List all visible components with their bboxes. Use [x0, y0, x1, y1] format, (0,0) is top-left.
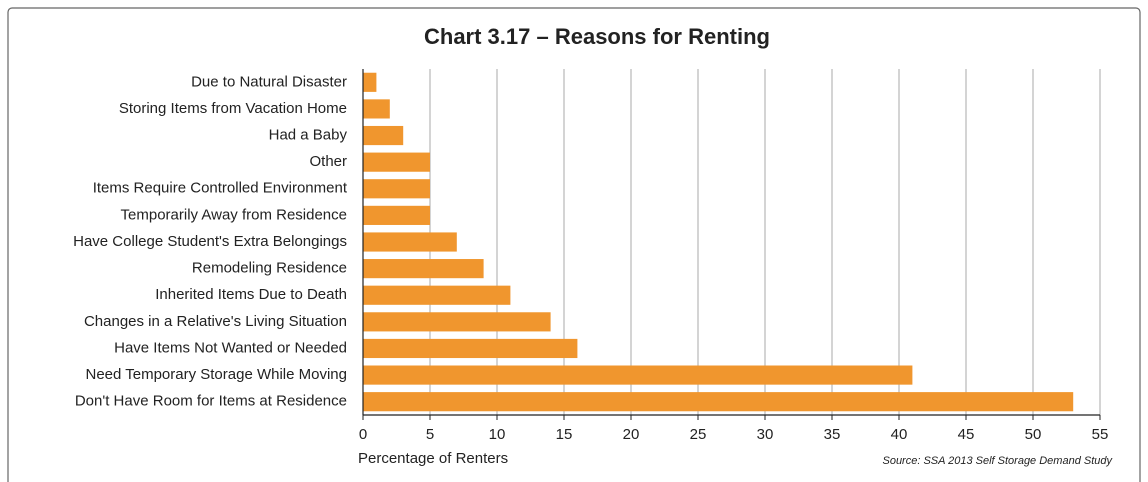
x-tick-label: 25 [690, 426, 707, 443]
y-tick-label: Don't Have Room for Items at Residence [75, 393, 347, 410]
bar [363, 179, 430, 199]
source-note: Source: SSA 2013 Self Storage Demand Stu… [882, 455, 1113, 467]
y-tick-label: Remodeling Residence [192, 260, 347, 277]
y-tick-label: Need Temporary Storage While Moving [85, 366, 347, 383]
y-tick-label: Inherited Items Due to Death [155, 286, 347, 303]
x-tick-label: 45 [958, 426, 975, 443]
chart-title: Chart 3.17 – Reasons for Renting [424, 24, 770, 49]
bar [363, 285, 511, 305]
frame [7, 7, 1141, 482]
bar [363, 312, 551, 332]
x-axis-label: Percentage of Renters [358, 450, 508, 467]
bar [363, 232, 457, 252]
x-tick-label: 20 [623, 426, 640, 443]
x-tick-label: 40 [891, 426, 908, 443]
bar [363, 392, 1074, 412]
bar [363, 259, 484, 279]
y-tick-label: Other [309, 153, 347, 170]
x-tick-label: 5 [426, 426, 434, 443]
x-tick-label: 0 [359, 426, 367, 443]
y-tick-label: Had a Baby [269, 127, 348, 144]
x-tick-label: 15 [556, 426, 573, 443]
y-tick-label: Temporarily Away from Residence [121, 206, 347, 223]
y-tick-label: Items Require Controlled Environment [93, 180, 348, 197]
bar [363, 365, 913, 385]
bar [363, 205, 430, 225]
y-tick-label: Due to Natural Disaster [191, 73, 347, 90]
bar [363, 125, 404, 146]
x-tick-label: 10 [489, 426, 506, 443]
bar [363, 99, 390, 119]
x-tick-label: 35 [824, 426, 841, 443]
bar [363, 152, 430, 172]
x-tick-label: 55 [1092, 426, 1109, 443]
y-tick-label: Storing Items from Vacation Home [119, 100, 347, 117]
y-tick-label: Have Items Not Wanted or Needed [114, 339, 347, 356]
y-tick-label: Changes in a Relative's Living Situation [84, 313, 347, 330]
bar [363, 338, 578, 359]
x-tick-label: 30 [757, 426, 774, 443]
x-tick-label: 50 [1025, 426, 1042, 443]
y-tick-label: Have College Student's Extra Belongings [73, 233, 347, 250]
bar [363, 72, 377, 92]
